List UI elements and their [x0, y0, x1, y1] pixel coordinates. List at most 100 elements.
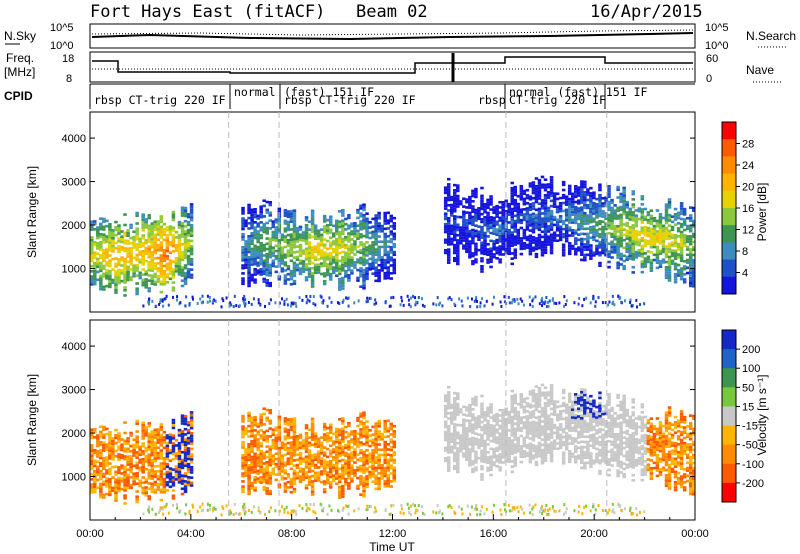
power-cell	[132, 269, 136, 273]
power-cell-low	[314, 303, 317, 307]
velocity-cell	[298, 444, 303, 447]
power-cell	[558, 228, 563, 231]
velocity-cell	[274, 442, 279, 445]
power-cell	[253, 273, 257, 276]
power-cell	[93, 241, 97, 244]
power-cell	[498, 211, 502, 214]
power-cell	[335, 232, 339, 236]
power-cell	[583, 183, 587, 186]
power-cell-low	[562, 304, 565, 308]
power-cell	[561, 180, 566, 184]
velocity-cell	[96, 436, 100, 440]
power-cell	[325, 252, 330, 256]
velocity-cell	[180, 437, 185, 441]
power-cell	[501, 206, 505, 209]
power-cell	[96, 241, 100, 245]
velocity-cell	[250, 434, 254, 438]
velocity-cell	[126, 468, 130, 472]
power-cell	[165, 226, 170, 229]
power-cell	[610, 256, 614, 259]
cpid-segment-2: normal	[234, 85, 276, 99]
power-cell	[601, 204, 605, 208]
power-cell	[171, 260, 176, 263]
power-cell	[619, 226, 623, 230]
power-cell-low	[233, 294, 236, 298]
power-cell	[537, 238, 542, 242]
power-cell	[528, 195, 533, 198]
velocity-cell	[310, 438, 315, 442]
velocity-cell	[105, 469, 109, 472]
power-cell	[332, 266, 336, 269]
power-cell	[446, 258, 451, 262]
power-cell	[604, 214, 608, 218]
power-cell	[555, 208, 560, 211]
power-cell	[691, 282, 696, 285]
power-cell	[655, 232, 660, 236]
power-cell	[338, 225, 342, 229]
power-cell	[643, 233, 648, 237]
velocity-cell	[362, 434, 366, 438]
power-cell	[664, 221, 669, 225]
power-cell	[277, 217, 282, 221]
power-cell	[631, 234, 636, 238]
power-cell	[670, 259, 675, 263]
power-cell	[456, 252, 460, 255]
power-cell	[519, 218, 524, 222]
power-cell	[510, 215, 515, 219]
velocity-cell	[371, 433, 375, 437]
power-cell	[374, 222, 378, 225]
velocity-cell	[114, 473, 118, 476]
power-cell	[328, 267, 333, 271]
velocity-cell	[177, 449, 182, 453]
power-cell	[465, 237, 469, 241]
power-cell	[640, 252, 645, 256]
power-cell	[277, 228, 282, 232]
velocity-cell	[268, 489, 273, 493]
power-cell	[362, 260, 366, 264]
velocity-cell	[159, 436, 164, 439]
power-cell	[392, 237, 397, 241]
power-cell-low	[597, 296, 600, 300]
power-cell	[501, 201, 505, 204]
power-cell	[153, 228, 158, 231]
power-cell	[549, 243, 554, 247]
power-cell-low	[541, 300, 544, 304]
power-cell	[628, 249, 632, 253]
power-cell	[477, 214, 481, 218]
power-cell	[465, 224, 469, 227]
velocity-cell	[292, 419, 297, 423]
velocity-cell	[292, 427, 297, 431]
velocity-cell	[292, 433, 297, 436]
power-cell	[640, 210, 645, 214]
power-cell	[310, 282, 315, 286]
power-cell	[637, 254, 642, 257]
power-cell	[586, 214, 590, 217]
power-cell	[120, 269, 124, 272]
power-cell	[253, 244, 257, 248]
power-cell	[595, 216, 599, 219]
velocity-cell	[371, 456, 375, 460]
power-cell	[652, 253, 657, 257]
velocity-cell	[141, 421, 145, 425]
velocity-cell	[105, 445, 109, 449]
power-cell	[247, 281, 251, 285]
power-cell	[492, 247, 496, 251]
velocity-cell	[295, 463, 300, 467]
power-cell	[577, 194, 581, 197]
power-cell-low	[201, 300, 204, 304]
velocity-cell	[129, 483, 133, 487]
power-cell	[492, 216, 496, 220]
power-cell	[189, 224, 194, 227]
power-cell	[141, 244, 145, 248]
velocity-cell	[310, 493, 315, 496]
power-cell-low	[365, 300, 368, 304]
velocity-cell	[247, 469, 251, 472]
power-cell	[283, 229, 288, 233]
velocity-cell	[277, 428, 282, 432]
power-cell	[332, 240, 336, 243]
power-cell	[362, 206, 366, 209]
power-cell	[456, 260, 460, 263]
power-cell	[244, 224, 248, 228]
power-cell	[250, 211, 254, 214]
power-cell	[338, 288, 342, 291]
